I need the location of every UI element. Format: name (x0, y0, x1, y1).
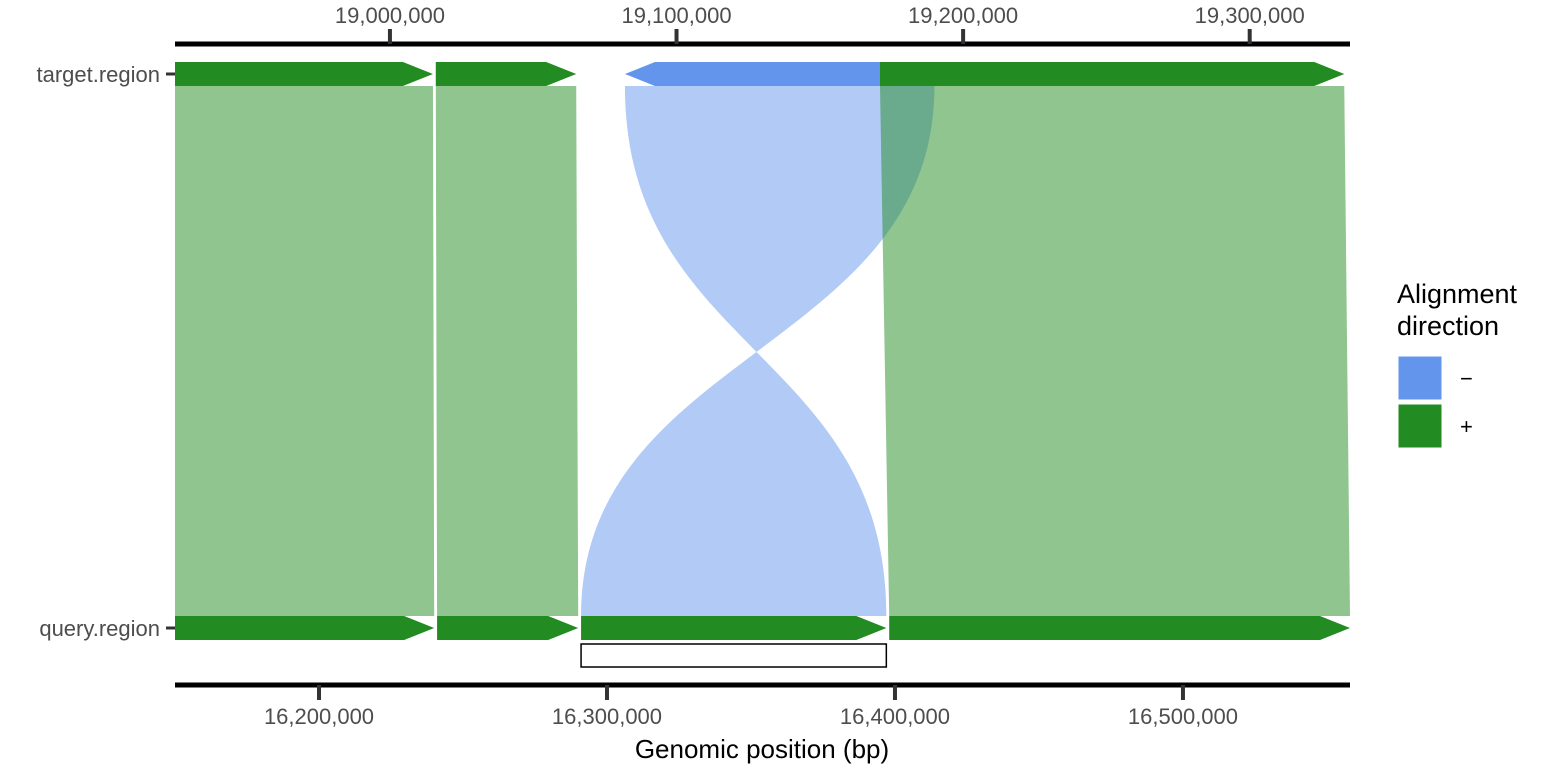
top-tick-label: 19,100,000 (621, 3, 731, 28)
bottom-tick-label: 16,300,000 (552, 704, 662, 729)
top-tick-label: 19,000,000 (335, 3, 445, 28)
alignment-ribbon (175, 86, 435, 616)
highlight-box (580, 643, 888, 668)
legend-label: + (1460, 414, 1473, 439)
target-block (435, 62, 577, 86)
target-block (880, 62, 1345, 86)
legend-key (1397, 355, 1443, 401)
alignment-ribbon (581, 86, 935, 616)
legend-title: Alignment (1397, 279, 1518, 309)
track-label: target.region (36, 62, 160, 87)
alignment-ribbons (175, 86, 1350, 616)
query-block (175, 616, 435, 640)
alignment-ribbon (435, 86, 579, 616)
query-block (581, 616, 887, 640)
legend-title: direction (1397, 311, 1499, 341)
axes: 19,000,000 19,100,000 19,200,000 19,300,000… (175, 3, 1350, 729)
alignment-blocks (175, 62, 1350, 668)
bottom-tick-label: 16,400,000 (840, 704, 950, 729)
target-block (624, 62, 935, 86)
legend-label: − (1460, 366, 1473, 391)
bottom-tick-label: 16,500,000 (1128, 704, 1238, 729)
bottom-tick-label: 16,200,000 (264, 704, 374, 729)
query-block (437, 616, 579, 640)
target-block (175, 62, 433, 86)
legend-key (1397, 403, 1443, 449)
top-tick-label: 19,200,000 (908, 3, 1018, 28)
query-block (889, 616, 1350, 640)
alignment-ribbon (880, 86, 1350, 616)
track-label: query.region (39, 616, 160, 641)
track-labels: target.region query.region (36, 62, 175, 641)
top-tick-label: 19,300,000 (1195, 3, 1305, 28)
x-axis-title: Genomic position (bp) (635, 734, 889, 764)
